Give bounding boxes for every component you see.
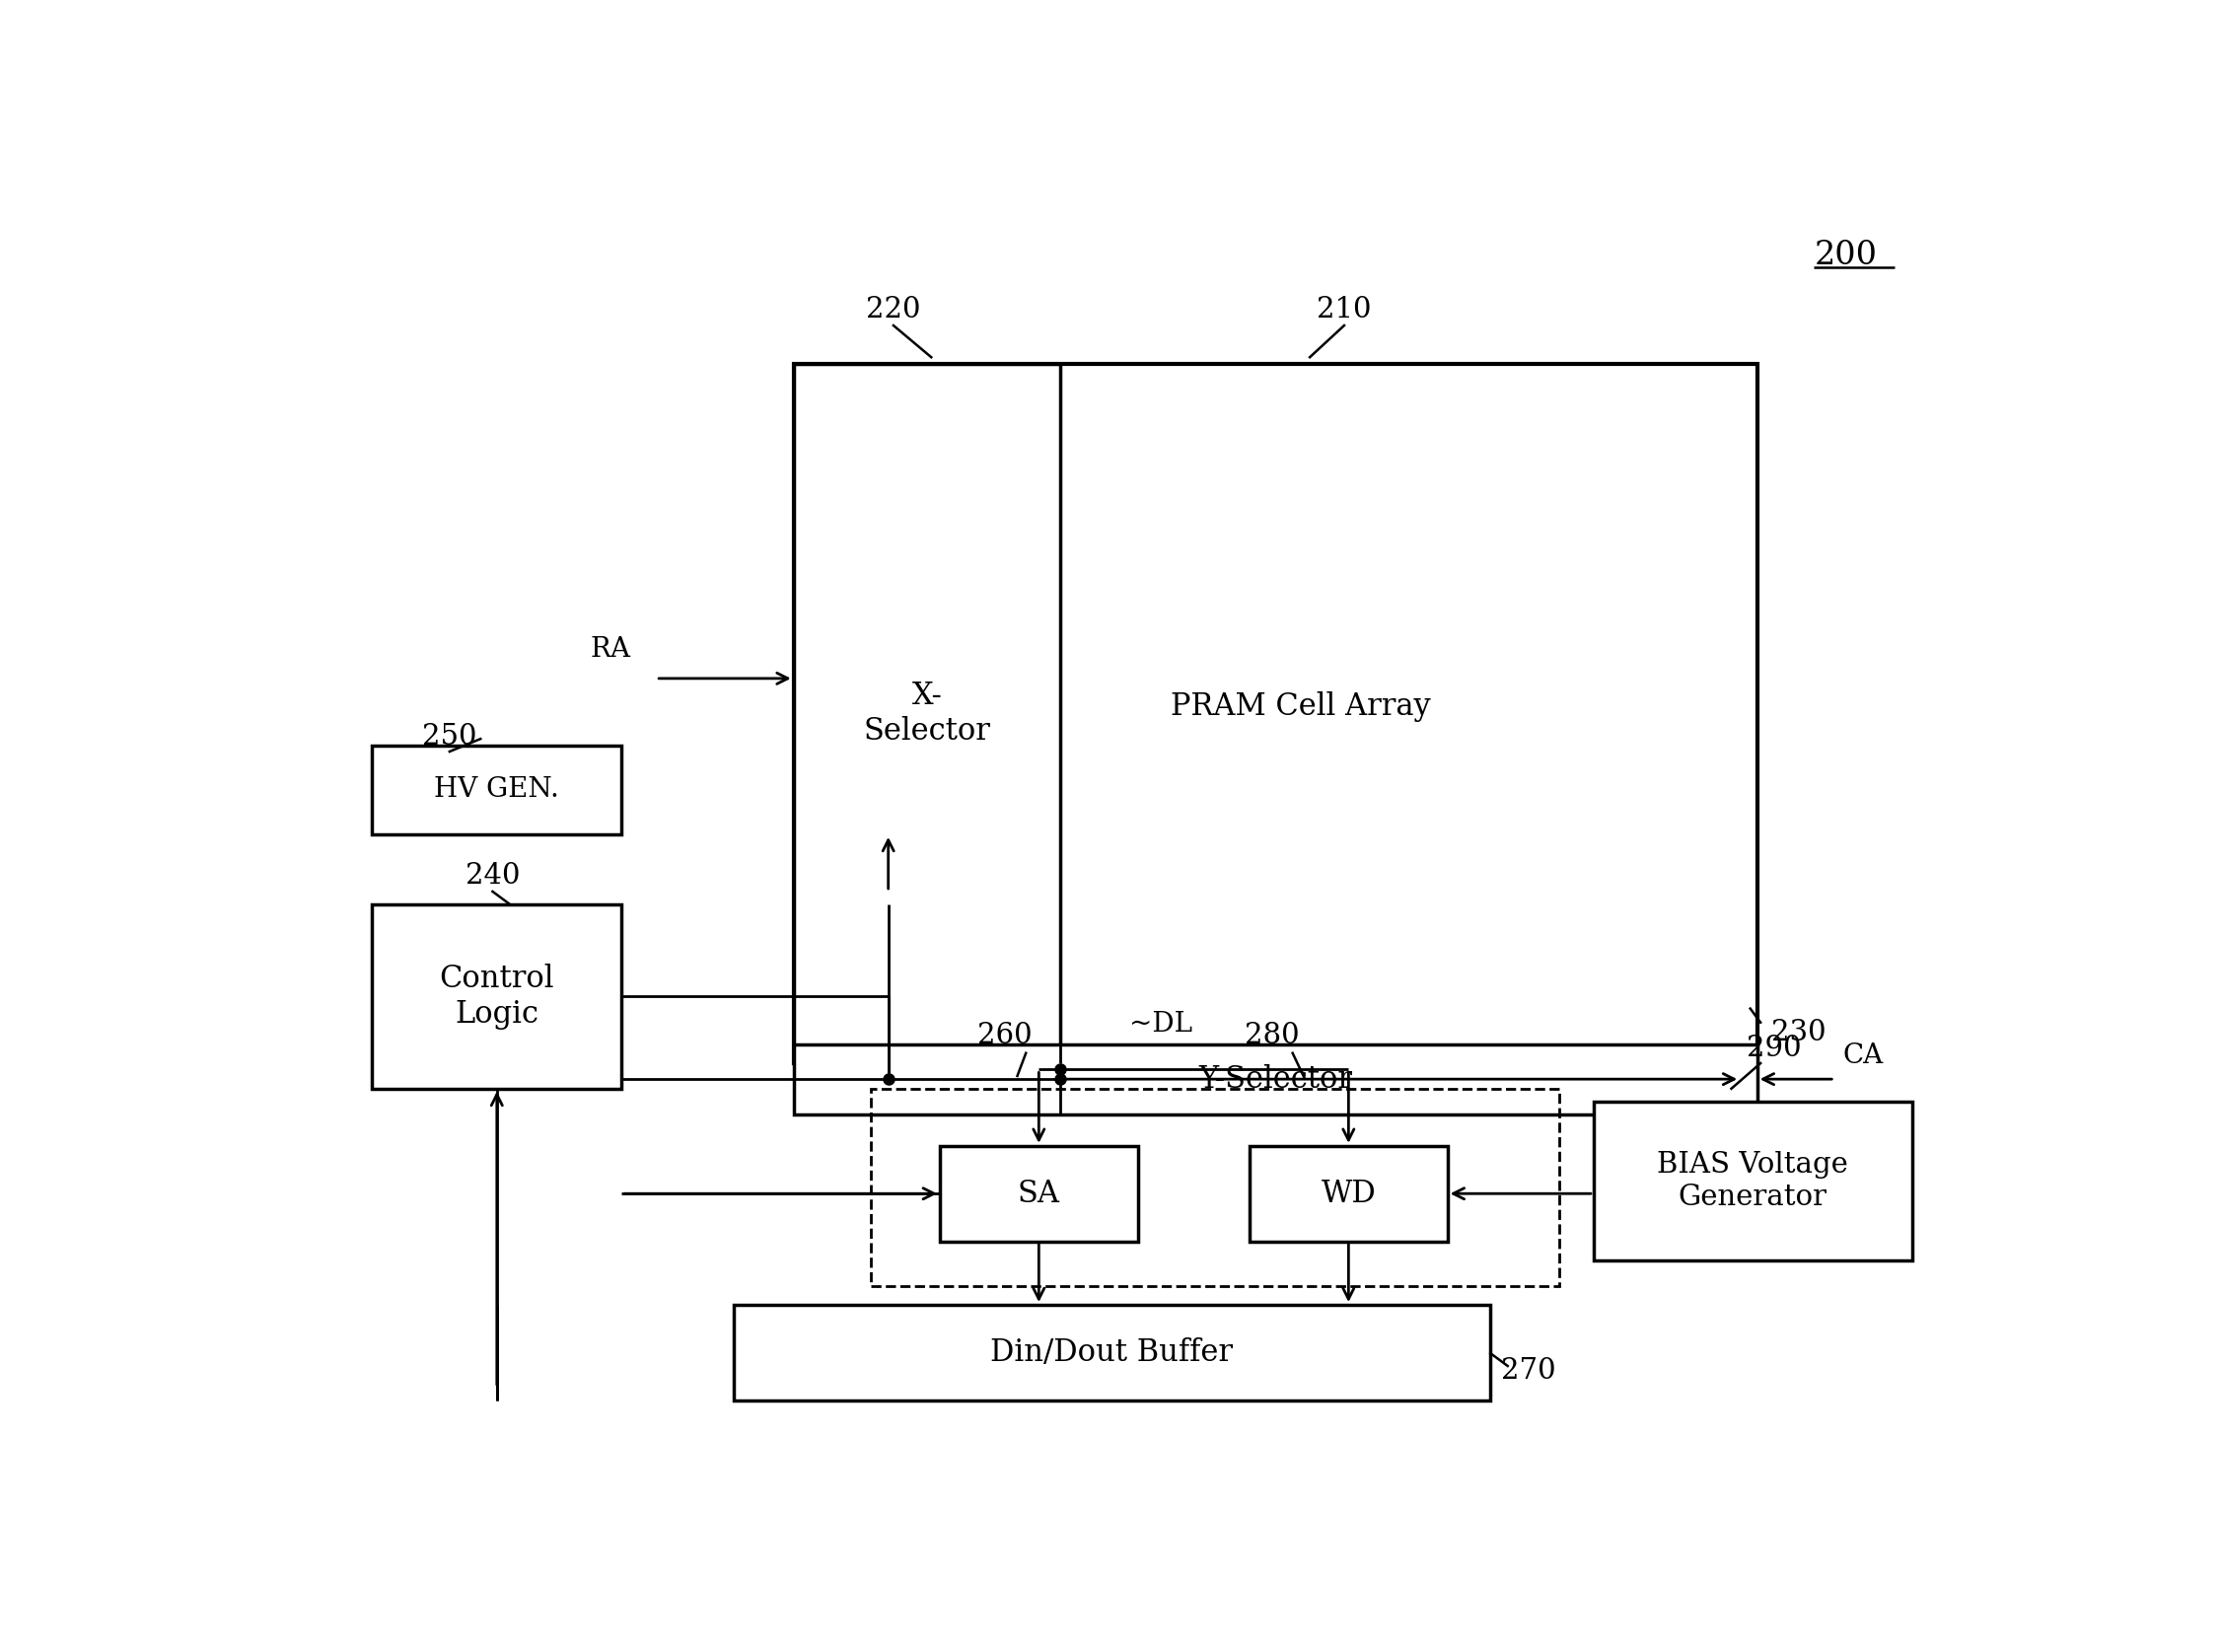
Text: 240: 240 <box>466 862 519 890</box>
Text: SA: SA <box>1017 1178 1059 1209</box>
Bar <box>939 1146 1137 1241</box>
Bar <box>870 1089 1558 1285</box>
Bar <box>373 745 622 834</box>
Text: 200: 200 <box>1814 240 1878 271</box>
Bar <box>373 904 622 1089</box>
Text: RA: RA <box>591 636 630 662</box>
Text: 260: 260 <box>977 1021 1032 1049</box>
Text: 230: 230 <box>1772 1019 1825 1046</box>
Text: WD: WD <box>1321 1178 1376 1209</box>
Bar <box>733 1305 1490 1401</box>
Bar <box>795 1044 1758 1113</box>
Text: PRAM Cell Array: PRAM Cell Array <box>1172 692 1432 722</box>
Text: 270: 270 <box>1501 1358 1556 1384</box>
Text: Din/Dout Buffer: Din/Dout Buffer <box>990 1338 1234 1368</box>
Bar <box>1250 1146 1447 1241</box>
Text: Y-Selector: Y-Selector <box>1199 1064 1352 1094</box>
Text: BIAS Voltage
Generator: BIAS Voltage Generator <box>1656 1151 1849 1211</box>
Text: 210: 210 <box>1316 296 1372 324</box>
Text: 280: 280 <box>1245 1021 1299 1049</box>
Text: Control
Logic: Control Logic <box>440 963 555 1029</box>
Text: HV GEN.: HV GEN. <box>435 776 559 803</box>
Text: X-
Selector: X- Selector <box>864 681 990 747</box>
Bar <box>795 363 1061 1064</box>
Text: ~DL: ~DL <box>1130 1011 1192 1037</box>
Text: CA: CA <box>1843 1042 1885 1069</box>
Text: 250: 250 <box>422 722 477 750</box>
Bar <box>795 363 1758 1064</box>
Text: 220: 220 <box>866 296 921 324</box>
Bar <box>1594 1102 1911 1260</box>
Text: 290: 290 <box>1747 1034 1803 1062</box>
